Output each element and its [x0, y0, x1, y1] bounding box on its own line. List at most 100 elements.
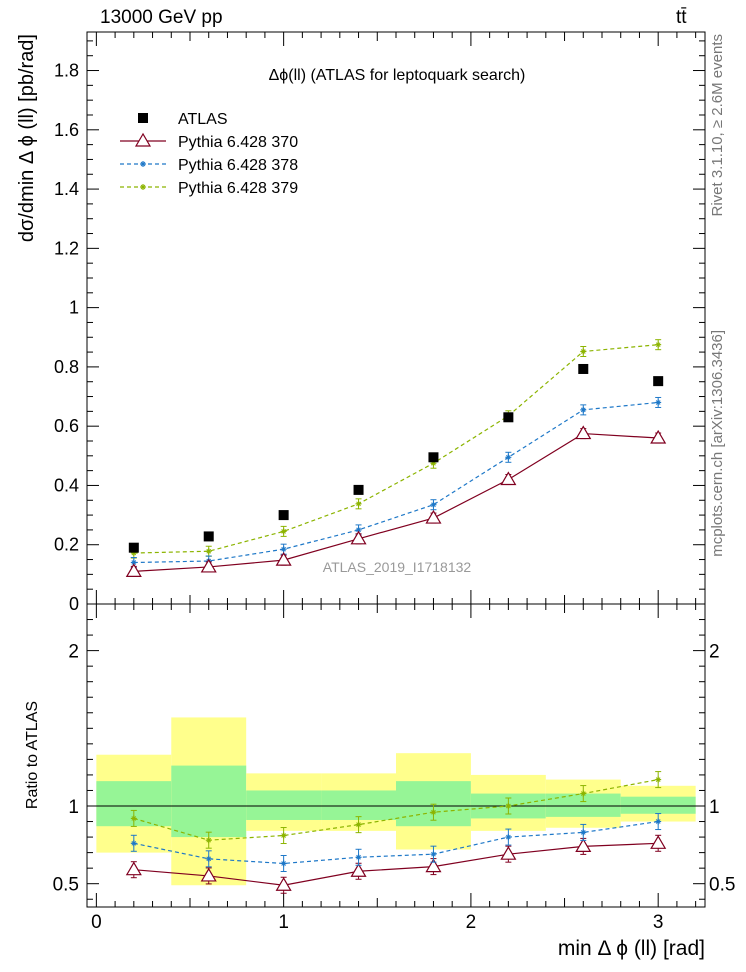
data-point — [430, 501, 437, 508]
ratio-point — [580, 790, 587, 797]
data-point — [578, 363, 589, 374]
ratio-band-inner — [545, 793, 621, 817]
star-d2 — [431, 502, 436, 508]
data-point — [280, 528, 287, 535]
data-point — [125, 563, 142, 577]
main-ytick-label: 1.4 — [54, 179, 79, 199]
data-point — [650, 429, 667, 444]
star-d2 — [131, 840, 137, 846]
legend-item: Pythia 6.428 378 — [120, 157, 298, 174]
data-point — [428, 452, 439, 463]
legend-item: ATLAS — [138, 111, 228, 128]
rivet-label: Rivet 3.1.10, ≥ 2.6M events — [709, 34, 726, 217]
header-process: tt̄ — [676, 7, 687, 28]
data-point — [503, 412, 514, 423]
data-point — [653, 376, 664, 387]
star-d2 — [356, 527, 361, 533]
ratio-line — [133, 842, 659, 886]
ratio-point — [655, 818, 662, 825]
ratio-point — [430, 809, 437, 816]
legend: ATLAS Pythia 6.428 370 Pythia 6.428 378 Pyt… — [120, 111, 298, 197]
star-d2 — [281, 861, 286, 866]
ratio-point — [275, 877, 292, 891]
ratio-band-inner — [246, 790, 322, 820]
main-ytick-label: 0.2 — [54, 535, 79, 555]
data-point — [575, 425, 592, 440]
main-ytick-label: 1 — [69, 298, 79, 318]
ratio-ytick-label: 0.5 — [53, 875, 79, 896]
ratio-point — [655, 776, 662, 783]
ratio-ytick-label: 2 — [68, 642, 79, 663]
ratio-point — [205, 837, 212, 844]
star-d2 — [281, 529, 286, 534]
mcplots-label: mcplots.cern.ch [arXiv:1306.3436] — [709, 330, 726, 557]
ratio-point — [355, 821, 362, 828]
star-d2 — [206, 548, 212, 554]
ratio-point — [505, 803, 512, 809]
legend-item: Pythia 6.428 370 — [120, 132, 298, 151]
legend-label: Pythia 6.428 379 — [178, 180, 298, 197]
data-point — [278, 510, 289, 521]
series-line — [133, 401, 659, 564]
data-point — [205, 548, 212, 555]
ratio-point — [350, 863, 367, 877]
ratio-point — [200, 867, 217, 882]
data-point — [275, 551, 292, 566]
series-line — [133, 432, 659, 572]
data-point — [130, 559, 137, 566]
ratio-series-pythia-6-428-378 — [130, 813, 662, 872]
series-atlas — [128, 363, 664, 553]
star-d2 — [580, 830, 586, 835]
ratio-ytick-label-right: 2 — [709, 642, 720, 663]
legend-marker — [138, 113, 148, 123]
star-d2 — [140, 184, 146, 190]
ratio-point — [280, 860, 287, 867]
star-d2 — [356, 822, 361, 827]
ratio-xtick-label: 3 — [653, 912, 664, 933]
data-point — [350, 530, 367, 545]
data-point — [580, 406, 587, 413]
data-point — [580, 348, 587, 355]
legend-item: Pythia 6.428 379 — [120, 180, 298, 197]
series-line — [133, 344, 659, 554]
ratio-line — [133, 820, 659, 865]
ratio-series-pythia-6-428-379 — [130, 771, 662, 849]
ratio-point — [500, 845, 517, 860]
star-d2 — [431, 851, 436, 857]
ratio-point — [205, 855, 212, 862]
data-point — [655, 399, 662, 406]
star-d2 — [506, 803, 511, 809]
legend-label: Pythia 6.428 370 — [178, 134, 298, 151]
data-point — [203, 531, 214, 542]
ratio-xtick-label: 1 — [278, 912, 289, 933]
star-d2 — [431, 809, 436, 815]
main-ytick-label: 0.8 — [54, 357, 79, 377]
star-d2 — [655, 819, 661, 824]
main-y-axis-label: dσ/dmin Δ ϕ (ll) [pb/rad] — [16, 34, 38, 242]
star-d2 — [356, 501, 361, 507]
header-energy: 13000 GeV pp — [100, 7, 223, 28]
ratio-y-axis-label: Ratio to ATLAS — [24, 701, 41, 809]
star-d2 — [580, 407, 586, 413]
star-d2 — [140, 161, 146, 167]
main-ytick-label: 0 — [69, 594, 79, 614]
legend-marker — [140, 161, 146, 167]
ratio-line — [133, 778, 659, 841]
data-point — [425, 509, 442, 524]
ratio-xtick-label: 0 — [91, 912, 102, 933]
ratio-point — [425, 858, 442, 873]
series-pythia-6-428-370 — [125, 425, 667, 577]
analysis-watermark: ATLAS_2019_I1718132 — [323, 559, 472, 575]
chart-title: Δϕ(ll) (ATLAS for leptoquark search) — [269, 67, 526, 84]
ratio-point — [580, 829, 587, 836]
data-point — [128, 542, 139, 553]
ratio-point — [650, 835, 667, 849]
ratio-ytick-label-right: 0.5 — [709, 875, 735, 896]
star-d2 — [655, 400, 661, 405]
star-d2 — [655, 342, 661, 348]
star-d2 — [206, 837, 212, 843]
main-ytick-label: 0.4 — [54, 475, 79, 495]
ratio-point — [505, 834, 512, 841]
star-d2 — [131, 560, 137, 565]
ratio-point — [125, 861, 142, 876]
